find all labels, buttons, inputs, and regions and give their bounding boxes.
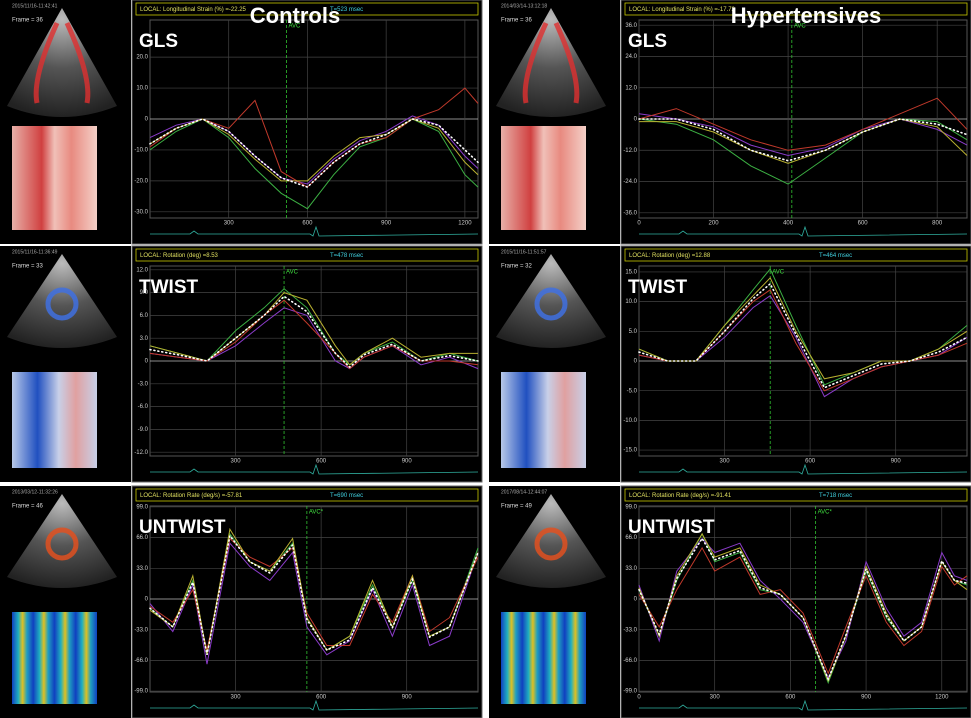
x-tick-label: 900 <box>861 695 872 701</box>
y-tick-label: 36.0 <box>625 23 637 29</box>
header-text: LOCAL: Longitudinal Strain (%) =-22.25 <box>140 7 247 13</box>
frame-label: Frame = 36 <box>12 18 44 24</box>
y-tick-label: -3.0 <box>138 381 149 387</box>
avc-label: AVC* <box>818 510 833 516</box>
y-tick-label: -66.0 <box>134 658 148 664</box>
x-tick-label: 600 <box>316 695 327 701</box>
timestamp: 2015/11/16-11:51:57 <box>501 249 547 255</box>
header-text: LOCAL: Rotation (deg) =8.53 <box>140 253 219 259</box>
avc-label: AVC <box>772 270 785 276</box>
y-tick-label: 10.0 <box>136 86 148 92</box>
parametric-strip <box>501 372 586 468</box>
avc-label: AVC <box>286 270 299 276</box>
time-text: T=690 msec <box>330 493 363 499</box>
x-tick-label: 900 <box>381 221 392 227</box>
header-text: LOCAL: Longitudinal Strain (%) =-17.72 <box>629 7 736 13</box>
x-tick-label: 1200 <box>935 695 949 701</box>
timestamp: 2015/11/16-11:42:41 <box>12 3 58 9</box>
parametric-strip <box>12 612 97 704</box>
x-tick-label: 600 <box>316 459 327 465</box>
frame-label: Frame = 36 <box>501 18 533 24</box>
panel-label: UNTWIST <box>628 517 715 538</box>
x-tick-label: 600 <box>805 459 816 465</box>
y-tick-label: -15.0 <box>623 448 637 454</box>
x-tick-label: 300 <box>231 459 242 465</box>
y-tick-label: -10.0 <box>134 148 148 154</box>
heading: Controls <box>250 3 340 28</box>
y-tick-label: 6.0 <box>140 313 149 319</box>
timestamp: 2017/08/14-12:44:07 <box>501 489 547 495</box>
y-tick-label: -12.0 <box>623 148 637 154</box>
y-tick-label: -33.0 <box>134 627 148 633</box>
y-tick-label: -66.0 <box>623 658 637 664</box>
y-tick-label: -6.0 <box>138 404 149 410</box>
x-tick-label: 800 <box>932 221 943 227</box>
panel-label: TWIST <box>139 277 198 298</box>
timestamp: 2014/03/14-13:12:18 <box>501 3 547 9</box>
x-tick-label: 600 <box>858 221 869 227</box>
y-tick-label: -99.0 <box>134 689 148 695</box>
panel-label: UNTWIST <box>139 517 226 538</box>
x-tick-label: 600 <box>785 695 796 701</box>
frame-label: Frame = 46 <box>12 504 44 510</box>
y-tick-label: -33.0 <box>623 627 637 633</box>
header-text: LOCAL: Rotation Rate (deg/s) =-57.81 <box>140 493 243 499</box>
x-tick-label: 300 <box>720 459 731 465</box>
figure: 2015/11/16-11:42:41 Frame = 36 LOCAL: Long… <box>0 0 971 718</box>
y-tick-label: 24.0 <box>625 54 637 60</box>
parametric-strip <box>12 126 97 230</box>
header-text: LOCAL: Rotation Rate (deg/s) =-91.41 <box>629 493 732 499</box>
panel-label: GLS <box>628 31 667 52</box>
x-tick-label: 300 <box>231 695 242 701</box>
time-text: T=464 msec <box>819 253 852 259</box>
y-tick-label: 99.0 <box>625 505 637 511</box>
page: {"headings": {"left": "Controls", "right… <box>0 0 971 718</box>
x-tick-label: 900 <box>402 459 413 465</box>
y-tick-label: -5.0 <box>627 388 638 394</box>
y-tick-label: 12.0 <box>136 267 148 273</box>
y-tick-label: 33.0 <box>136 566 148 572</box>
panel-label: TWIST <box>628 277 687 298</box>
y-tick-label: 99.0 <box>136 505 148 511</box>
y-tick-label: -10.0 <box>623 418 637 424</box>
y-tick-label: 10.0 <box>625 299 637 305</box>
frame-label: Frame = 32 <box>501 264 533 270</box>
y-tick-label: 33.0 <box>625 566 637 572</box>
y-tick-label: -99.0 <box>623 689 637 695</box>
frame-label: Frame = 33 <box>12 264 44 270</box>
panel-label: GLS <box>139 31 178 52</box>
parametric-strip <box>501 612 586 704</box>
y-tick-label: -12.0 <box>134 450 148 456</box>
y-tick-label: -30.0 <box>134 209 148 215</box>
y-tick-label: 5.0 <box>629 329 638 335</box>
y-tick-label: -9.0 <box>138 427 149 433</box>
x-tick-label: 200 <box>709 221 720 227</box>
time-text: T=478 msec <box>330 253 363 259</box>
x-tick-label: 900 <box>891 459 902 465</box>
x-tick-label: 300 <box>224 221 235 227</box>
y-tick-label: -20.0 <box>134 178 148 184</box>
time-text: T=718 msec <box>819 493 852 499</box>
y-tick-label: -36.0 <box>623 210 637 216</box>
y-tick-label: 3.0 <box>140 336 149 342</box>
heading: Hypertensives <box>731 3 881 28</box>
avc-label: AVC* <box>309 510 324 516</box>
x-tick-label: 600 <box>302 221 313 227</box>
timestamp: 2015/11/16-11:36:49 <box>12 249 58 255</box>
y-tick-label: 20.0 <box>136 55 148 61</box>
timestamp: 2013/03/12-11:32:26 <box>12 489 58 495</box>
frame-label: Frame = 49 <box>501 504 533 510</box>
x-tick-label: 1200 <box>458 221 472 227</box>
header-text: LOCAL: Rotation (deg) =12.88 <box>629 253 711 259</box>
y-tick-label: 12.0 <box>625 85 637 91</box>
y-tick-label: 15.0 <box>625 270 637 276</box>
x-tick-label: 400 <box>783 221 794 227</box>
parametric-strip <box>501 126 586 230</box>
x-tick-label: 900 <box>402 695 413 701</box>
y-tick-label: -24.0 <box>623 179 637 185</box>
x-tick-label: 300 <box>710 695 721 701</box>
parametric-strip <box>12 372 97 468</box>
